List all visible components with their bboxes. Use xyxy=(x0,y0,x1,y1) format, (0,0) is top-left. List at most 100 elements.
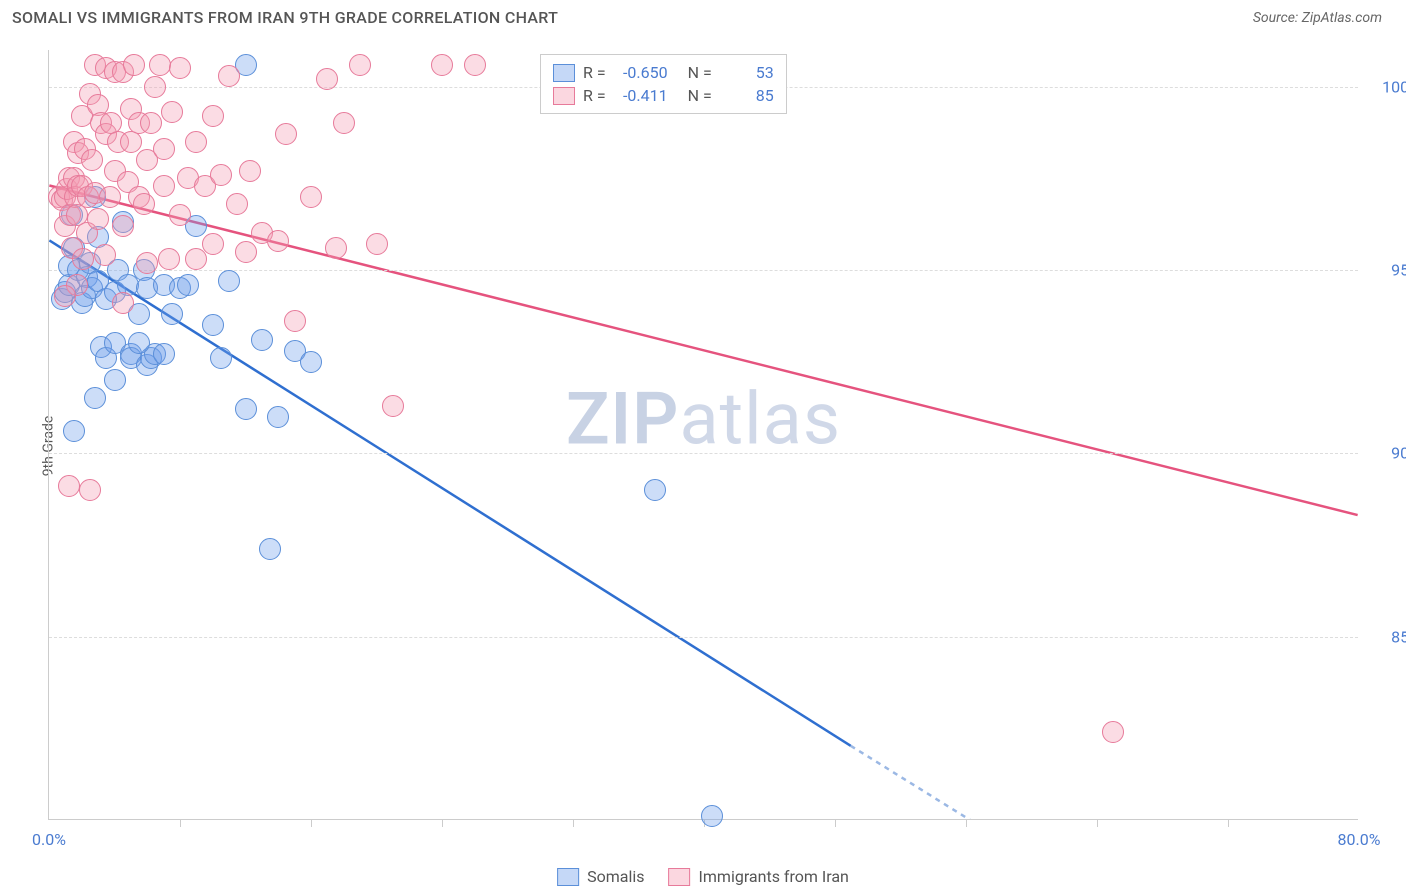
scatter-point-iran xyxy=(144,76,166,98)
scatter-point-iran xyxy=(202,233,224,255)
scatter-point-iran xyxy=(431,54,453,76)
x-minor-tick xyxy=(1097,819,1098,827)
scatter-point-iran xyxy=(112,215,134,237)
n-value: 85 xyxy=(720,86,774,105)
scatter-point-somalis xyxy=(218,270,240,292)
scatter-point-iran xyxy=(136,252,158,274)
scatter-point-iran xyxy=(169,57,191,79)
x-minor-tick xyxy=(311,819,312,827)
watermark-b: atlas xyxy=(679,377,841,462)
scatter-point-iran xyxy=(382,395,404,417)
x-tick-label: 80.0% xyxy=(1338,830,1381,849)
r-label: R = xyxy=(583,63,606,82)
scatter-point-iran xyxy=(300,186,322,208)
scatter-point-somalis xyxy=(202,314,224,336)
gridline-h xyxy=(49,270,1358,271)
scatter-point-iran xyxy=(149,54,171,76)
source-credit: Source: ZipAtlas.com xyxy=(1253,10,1382,26)
scatter-point-iran xyxy=(58,475,80,497)
scatter-point-somalis xyxy=(701,805,723,827)
scatter-point-somalis xyxy=(153,343,175,365)
scatter-point-somalis xyxy=(177,274,199,296)
source-value: ZipAtlas.com xyxy=(1302,10,1382,26)
scatter-point-iran xyxy=(153,138,175,160)
scatter-point-iran xyxy=(54,285,76,307)
scatter-point-iran xyxy=(210,164,232,186)
scatter-point-iran xyxy=(235,241,257,263)
source-label: Source: xyxy=(1253,10,1302,26)
n-label: N = xyxy=(688,86,712,105)
y-tick-label: 85.0% xyxy=(1391,627,1406,646)
correlation-legend-row: R = -0.411 N = 85 xyxy=(553,84,774,107)
y-tick-label: 100.0% xyxy=(1382,77,1406,96)
scatter-point-somalis xyxy=(251,329,273,351)
r-label: R = xyxy=(583,86,606,105)
scatter-point-iran xyxy=(153,175,175,197)
legend-swatch xyxy=(669,868,691,886)
scatter-point-iran xyxy=(202,105,224,127)
scatter-point-iran xyxy=(72,248,94,270)
r-value: -0.411 xyxy=(614,86,668,105)
scatter-point-iran xyxy=(161,101,183,123)
scatter-point-iran xyxy=(79,479,101,501)
scatter-point-iran xyxy=(333,112,355,134)
n-label: N = xyxy=(688,63,712,82)
scatter-point-iran xyxy=(81,149,103,171)
scatter-point-somalis xyxy=(161,303,183,325)
scatter-point-iran xyxy=(218,65,240,87)
y-tick-label: 95.0% xyxy=(1391,261,1406,280)
scatter-point-iran xyxy=(158,248,180,270)
series-legend: Somalis Immigrants from Iran xyxy=(557,867,849,886)
scatter-point-iran xyxy=(226,193,248,215)
legend-swatch xyxy=(553,87,575,105)
scatter-point-iran xyxy=(140,112,162,134)
watermark-a: ZIP xyxy=(566,377,679,462)
scatter-point-somalis xyxy=(210,347,232,369)
x-minor-tick xyxy=(966,819,967,827)
scatter-point-iran xyxy=(133,193,155,215)
scatter-point-iran xyxy=(464,54,486,76)
trend-line xyxy=(49,185,1357,515)
scatter-point-somalis xyxy=(63,420,85,442)
scatter-point-iran xyxy=(239,160,261,182)
scatter-point-somalis xyxy=(235,398,257,420)
scatter-point-iran xyxy=(87,208,109,230)
x-tick-label: 0.0% xyxy=(32,830,66,849)
scatter-point-iran xyxy=(267,230,289,252)
scatter-point-iran xyxy=(94,244,116,266)
series-legend-item: Immigrants from Iran xyxy=(669,867,849,886)
r-value: -0.650 xyxy=(614,63,668,82)
scatter-point-iran xyxy=(284,310,306,332)
correlation-legend-row: R = -0.650 N = 53 xyxy=(553,61,774,84)
scatter-point-somalis xyxy=(267,406,289,428)
correlation-legend: R = -0.650 N = 53 R = -0.411 N = 85 xyxy=(540,54,787,114)
y-tick-label: 90.0% xyxy=(1391,444,1406,463)
legend-swatch xyxy=(553,64,575,82)
scatter-point-iran xyxy=(169,204,191,226)
scatter-point-iran xyxy=(112,292,134,314)
x-minor-tick xyxy=(835,819,836,827)
trend-line xyxy=(851,746,998,819)
gridline-h xyxy=(49,637,1358,638)
series-legend-item: Somalis xyxy=(557,867,644,886)
scatter-point-somalis xyxy=(104,369,126,391)
scatter-point-somalis xyxy=(128,332,150,354)
scatter-point-iran xyxy=(185,131,207,153)
x-minor-tick xyxy=(573,819,574,827)
scatter-point-iran xyxy=(123,54,145,76)
chart-title: SOMALI VS IMMIGRANTS FROM IRAN 9TH GRADE… xyxy=(12,8,558,27)
scatter-point-iran xyxy=(275,123,297,145)
legend-label: Immigrants from Iran xyxy=(699,867,849,886)
n-value: 53 xyxy=(720,63,774,82)
scatter-point-iran xyxy=(349,54,371,76)
gridline-h xyxy=(49,453,1358,454)
plot-area: ZIPatlas 85.0%90.0%95.0%100.0%0.0%80.0% xyxy=(48,50,1358,820)
scatter-point-somalis xyxy=(259,538,281,560)
scatter-point-iran xyxy=(316,68,338,90)
legend-label: Somalis xyxy=(587,867,644,886)
x-minor-tick xyxy=(1228,819,1229,827)
scatter-point-iran xyxy=(366,233,388,255)
x-minor-tick xyxy=(180,819,181,827)
chart-header: SOMALI VS IMMIGRANTS FROM IRAN 9TH GRADE… xyxy=(0,0,1406,35)
scatter-point-somalis xyxy=(644,479,666,501)
